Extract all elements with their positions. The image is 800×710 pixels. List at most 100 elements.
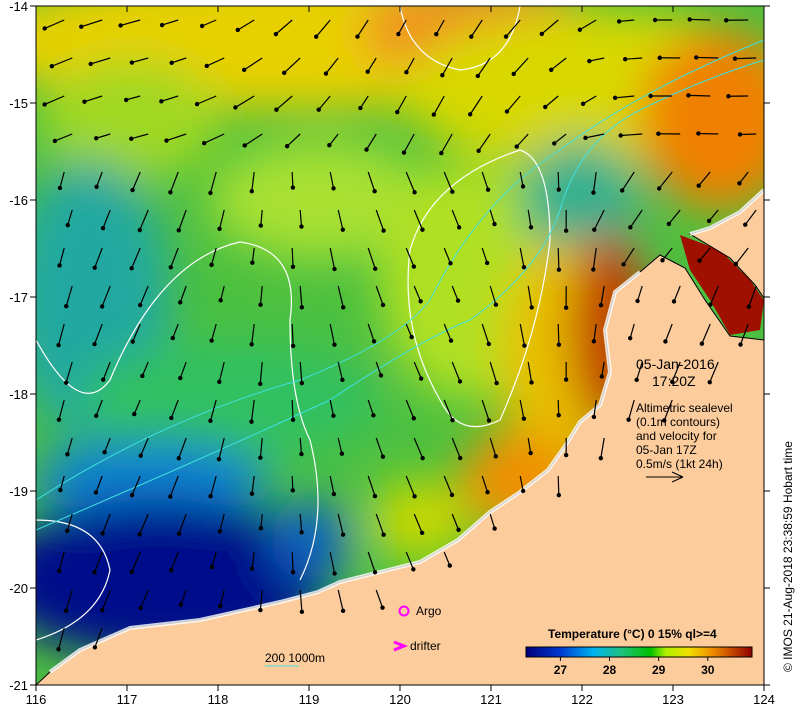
velocity-arrow — [585, 133, 605, 139]
x-tick-label: 124 — [753, 692, 775, 707]
velocity-arrow — [299, 285, 303, 308]
velocity-arrow — [328, 133, 339, 146]
velocity-arrow-head — [170, 335, 175, 341]
velocity-arrow — [57, 323, 65, 346]
velocity-arrow-head — [556, 412, 561, 418]
velocity-arrow — [658, 171, 673, 189]
velocity-arrow — [196, 95, 217, 105]
velocity-arrow-head — [65, 222, 70, 228]
velocity-arrow-head — [380, 302, 386, 308]
velocity-arrow — [519, 399, 525, 419]
velocity-arrow — [367, 475, 376, 497]
velocity-arrow — [58, 399, 65, 420]
velocity-arrow — [441, 57, 453, 76]
velocity-arrow-head — [331, 186, 336, 191]
velocity-arrow-head — [129, 569, 134, 575]
velocity-arrow-head — [371, 413, 376, 418]
drifter-label: drifter — [410, 639, 441, 653]
velocity-arrow-head — [88, 61, 93, 67]
velocity-arrow — [544, 95, 559, 108]
velocity-arrow — [593, 399, 597, 418]
velocity-arrow-head — [486, 418, 492, 423]
velocity-arrow-head — [323, 71, 329, 76]
velocity-arrow — [299, 361, 303, 384]
velocity-arrow — [481, 475, 489, 493]
time-label: 17:20Z — [652, 373, 696, 389]
velocity-arrow-head — [381, 532, 386, 537]
velocity-arrow-head — [355, 34, 360, 39]
velocity-arrow — [629, 323, 635, 339]
velocity-arrow-head — [129, 136, 134, 141]
velocity-arrow-head — [140, 373, 145, 379]
velocity-arrow-head — [137, 302, 143, 308]
velocity-arrow — [701, 323, 711, 344]
velocity-arrow — [44, 19, 65, 30]
velocity-arrow-head — [591, 414, 597, 420]
velocity-arrow — [367, 551, 376, 573]
velocity-arrow — [94, 247, 103, 268]
velocity-arrow — [405, 171, 416, 193]
velocity-arrow — [251, 551, 255, 569]
velocity-arrow — [180, 589, 187, 605]
velocity-arrow — [481, 247, 488, 264]
velocity-arrow — [337, 589, 344, 611]
velocity-arrow-head — [290, 417, 296, 422]
velocity-arrow-head — [746, 304, 752, 309]
annotation-line: Altimetric sealevel — [636, 401, 733, 415]
velocity-arrow — [218, 361, 225, 383]
velocity-arrow — [132, 323, 141, 342]
velocity-arrow-head — [687, 17, 692, 22]
drifter-icon — [393, 640, 409, 652]
velocity-arrow — [477, 57, 491, 77]
velocity-arrow — [131, 551, 141, 573]
velocity-arrow — [699, 247, 711, 262]
velocity-arrow — [337, 209, 344, 230]
velocity-arrow-head — [100, 225, 106, 231]
velocity-arrow — [81, 19, 103, 28]
velocity-arrow — [329, 323, 336, 345]
velocity-arrow — [664, 323, 673, 342]
velocity-arrow — [413, 209, 424, 230]
velocity-arrow-head — [258, 607, 263, 613]
velocity-arrow — [375, 437, 384, 457]
velocity-arrow — [244, 133, 263, 146]
velocity-arrow — [405, 323, 413, 338]
velocity-arrow — [318, 95, 331, 111]
velocity-arrow — [210, 475, 217, 497]
velocity-arrow-head — [657, 55, 662, 60]
velocity-arrow — [170, 399, 179, 419]
velocity-arrow-head — [258, 223, 263, 228]
velocity-arrow — [218, 209, 225, 230]
velocity-arrow — [126, 95, 141, 101]
velocity-arrow-head — [258, 381, 263, 387]
velocity-arrow-head — [733, 261, 739, 267]
annotation-line: 0.5m/s (1kt 24h) — [636, 457, 723, 471]
velocity-arrow — [90, 57, 111, 65]
velocity-arrow — [519, 475, 524, 492]
velocity-arrow — [84, 95, 103, 103]
velocity-arrow-head — [448, 261, 453, 266]
velocity-arrow — [582, 95, 597, 105]
velocity-arrow — [132, 171, 141, 191]
velocity-arrow — [251, 323, 255, 345]
colorbar-tick-label: 29 — [652, 663, 666, 677]
velocity-arrow — [237, 19, 255, 31]
velocity-arrow-head — [92, 341, 97, 347]
velocity-arrow — [211, 551, 217, 568]
velocity-arrow-head — [56, 647, 61, 652]
velocity-arrow — [519, 323, 526, 346]
velocity-arrow-head — [434, 31, 439, 37]
velocity-arrow-head — [123, 97, 129, 103]
velocity-arrow-head — [169, 567, 174, 573]
velocity-arrow-head — [217, 529, 223, 534]
credit: © IMOS 21-Aug-2018 23:38:59 Hobart time — [781, 441, 795, 672]
velocity-arrow-head — [514, 144, 519, 149]
velocity-arrow-head — [42, 102, 47, 107]
velocity-arrow-head — [618, 133, 623, 138]
velocity-arrow — [140, 589, 149, 609]
velocity-arrow-head — [563, 377, 569, 382]
velocity-arrow — [601, 361, 605, 377]
velocity-arrow-head — [450, 189, 455, 194]
velocity-arrow — [259, 437, 263, 458]
velocity-arrow-head — [622, 56, 628, 62]
